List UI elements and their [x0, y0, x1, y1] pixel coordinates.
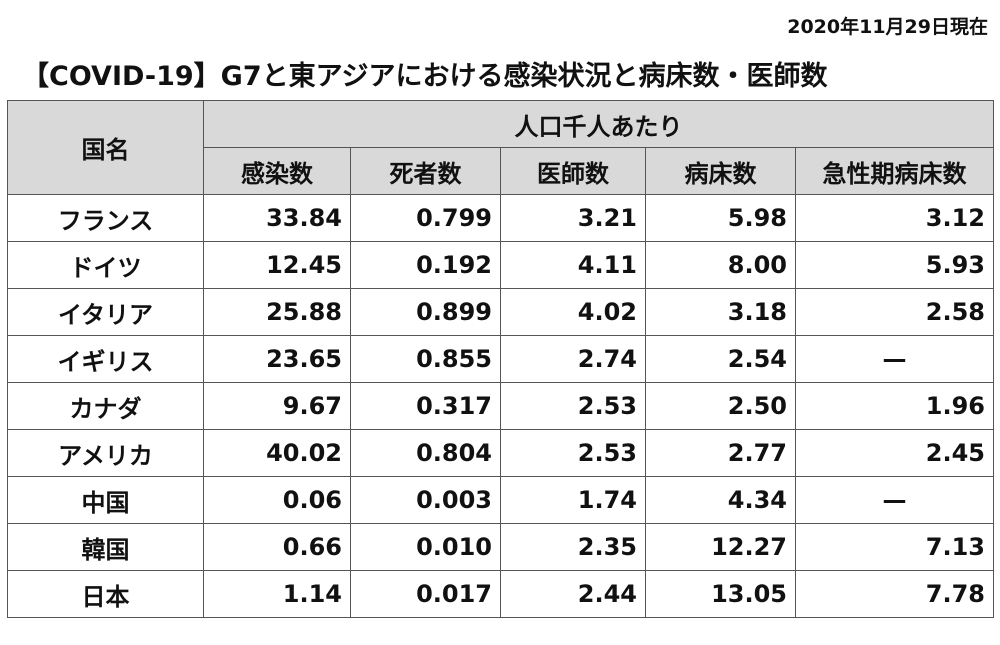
column-header: 感染数: [203, 147, 351, 195]
data-row: ドイツ 12.45 0.192 4.11 8.00 5.93: [7, 241, 994, 289]
data-row: アメリカ 40.02 0.804 2.53 2.77 2.45: [7, 429, 994, 477]
value-cell: 12.27: [645, 523, 796, 571]
value-cell: 1.74: [500, 476, 646, 524]
date-note: 2020年11月29日現在: [787, 16, 988, 38]
header-row: 感染数 死者数 医師数 病床数 急性期病床数: [8, 147, 994, 195]
value-cell: —: [795, 476, 994, 524]
data-row: フランス 33.84 0.799 3.21 5.98 3.12: [7, 194, 994, 242]
data-row: イタリア 25.88 0.899 4.02 3.18 2.58: [7, 288, 994, 336]
value-cell: 3.18: [645, 288, 796, 336]
value-cell: 23.65: [203, 335, 351, 383]
value-cell: 9.67: [203, 382, 351, 430]
value-cell: 1.14: [203, 570, 351, 618]
data-row: 日本 1.14 0.017 2.44 13.05 7.78: [7, 570, 994, 618]
value-cell: 0.06: [203, 476, 351, 524]
country-cell: 日本: [7, 570, 204, 618]
value-cell: 25.88: [203, 288, 351, 336]
value-cell: 2.54: [645, 335, 796, 383]
value-cell: 2.53: [500, 382, 646, 430]
value-cell: 3.12: [795, 194, 994, 242]
value-cell: 2.58: [795, 288, 994, 336]
value-cell: 5.93: [795, 241, 994, 289]
value-cell: 0.855: [350, 335, 501, 383]
data-table: 国名 人口千人あたり 感染数 死者数 医師数 病床数 急性期病床数 フランス 33.84 0.79…: [7, 100, 994, 618]
value-cell: 4.02: [500, 288, 646, 336]
value-cell: 2.45: [795, 429, 994, 477]
country-cell: イタリア: [7, 288, 204, 336]
value-cell: 0.010: [350, 523, 501, 571]
value-cell: 1.96: [795, 382, 994, 430]
country-cell: ドイツ: [7, 241, 204, 289]
value-cell: 4.11: [500, 241, 646, 289]
column-header: 病床数: [645, 147, 796, 195]
country-cell: フランス: [7, 194, 204, 242]
value-cell: 0.017: [350, 570, 501, 618]
column-header: 死者数: [350, 147, 501, 195]
data-row: 中国 0.06 0.003 1.74 4.34—: [7, 476, 994, 524]
value-cell: —: [795, 335, 994, 383]
value-cell: 33.84: [203, 194, 351, 242]
value-cell: 0.003: [350, 476, 501, 524]
value-cell: 7.78: [795, 570, 994, 618]
value-cell: 3.21: [500, 194, 646, 242]
column-header: 急性期病床数: [795, 147, 994, 195]
data-row: カナダ 9.67 0.317 2.53 2.50 1.96: [7, 382, 994, 430]
value-cell: 2.35: [500, 523, 646, 571]
value-cell: 8.00: [645, 241, 796, 289]
value-cell: 7.13: [795, 523, 994, 571]
value-cell: 13.05: [645, 570, 796, 618]
value-cell: 12.45: [203, 241, 351, 289]
value-cell: 0.192: [350, 241, 501, 289]
country-header: 国名: [7, 100, 204, 195]
country-cell: 中国: [7, 476, 204, 524]
value-cell: 0.899: [350, 288, 501, 336]
value-cell: 2.77: [645, 429, 796, 477]
value-cell: 2.44: [500, 570, 646, 618]
value-cell: 0.66: [203, 523, 351, 571]
value-cell: 2.53: [500, 429, 646, 477]
value-cell: 0.799: [350, 194, 501, 242]
country-cell: カナダ: [7, 382, 204, 430]
value-cell: 5.98: [645, 194, 796, 242]
value-cell: 2.74: [500, 335, 646, 383]
header-row: 国名 人口千人あたり: [7, 100, 994, 195]
value-cell: 4.34: [645, 476, 796, 524]
group-header: 人口千人あたり: [203, 100, 994, 148]
country-cell: 韓国: [7, 523, 204, 571]
country-cell: イギリス: [7, 335, 204, 383]
data-row: イギリス 23.65 0.855 2.74 2.54—: [7, 335, 994, 383]
value-cell: 0.317: [350, 382, 501, 430]
title: 【COVID-19】G7と東アジアにおける感染状況と病床数・医師数: [22, 61, 828, 92]
data-row: 韓国 0.66 0.010 2.35 12.27 7.13: [7, 523, 994, 571]
country-cell: アメリカ: [7, 429, 204, 477]
value-cell: 2.50: [645, 382, 796, 430]
value-cell: 40.02: [203, 429, 351, 477]
value-cell: 0.804: [350, 429, 501, 477]
column-header: 医師数: [500, 147, 646, 195]
